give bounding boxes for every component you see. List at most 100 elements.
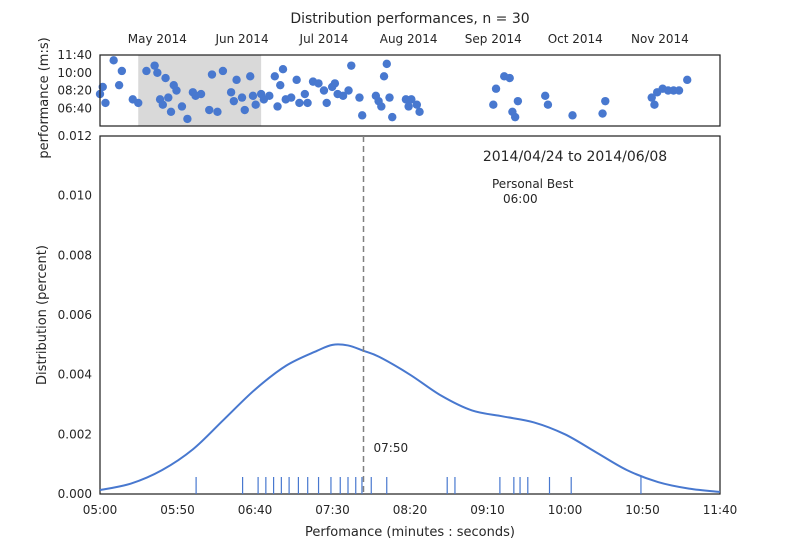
timeline-point xyxy=(205,105,214,115)
timeline-point xyxy=(513,96,523,106)
distribution-x-tick-label: 05:50 xyxy=(160,503,195,517)
timeline-y-tick-label: 06:40 xyxy=(57,101,92,115)
timeline-point xyxy=(314,79,323,88)
personal-best-value: 06:00 xyxy=(503,192,538,206)
distribution-chart: 05:00 05:50 06:40 07:30 08:20 09:10 10:00 10:50… xyxy=(35,129,737,540)
timeline-point xyxy=(265,91,274,101)
timeline-point xyxy=(177,102,187,111)
timeline-point xyxy=(412,100,422,109)
timeline-x-tick-label: May 2014 xyxy=(128,32,187,46)
distribution-y-tick-label: 0.010 xyxy=(58,189,92,203)
timeline-point xyxy=(379,72,389,81)
timeline-point xyxy=(248,91,258,101)
timeline-title: Distribution performances, n = 30 xyxy=(290,11,529,27)
timeline-point xyxy=(510,112,520,122)
distribution-y-tick-label: 0.002 xyxy=(58,427,92,441)
timeline-point xyxy=(355,93,364,102)
distribution-x-tick-label: 05:00 xyxy=(83,503,118,517)
timeline-point xyxy=(240,105,249,115)
timeline-point xyxy=(319,86,329,95)
distribution-y-tick-label: 0.000 xyxy=(58,487,92,501)
timeline-point xyxy=(142,66,151,76)
distribution-x-tick-label: 11:40 xyxy=(703,503,738,517)
timeline-point xyxy=(347,61,356,70)
timeline-point xyxy=(344,86,353,95)
timeline-point xyxy=(218,66,228,76)
rug-marks xyxy=(195,477,642,494)
distribution-x-tick-label: 10:00 xyxy=(548,503,583,517)
timeline-point xyxy=(150,61,159,70)
distribution-x-tick-label: 10:50 xyxy=(625,503,660,517)
timeline-point xyxy=(229,96,239,106)
distribution-y-ticks: 0.000 0.002 0.004 0.006 0.008 0.010 0.012 xyxy=(58,129,92,501)
timeline-y-tick-label: 11:40 xyxy=(57,48,92,62)
timeline-point xyxy=(683,75,692,85)
timeline-x-tick-label: Oct 2014 xyxy=(548,32,603,46)
density-curve xyxy=(99,343,721,493)
timeline-point xyxy=(286,93,296,102)
timeline-point xyxy=(358,111,367,120)
timeline-point xyxy=(226,88,236,97)
timeline-y-tick-label: 10:00 xyxy=(57,66,92,80)
timeline-point xyxy=(172,86,181,95)
distribution-y-tick-label: 0.004 xyxy=(58,368,92,382)
distribution-y-tick-label: 0.006 xyxy=(58,308,92,322)
timeline-x-tick-label: Jul 2014 xyxy=(299,32,349,46)
distribution-y-tick-label: 0.012 xyxy=(58,129,92,143)
timeline-point xyxy=(382,59,391,69)
timeline-point xyxy=(117,66,127,76)
timeline-point xyxy=(388,112,397,122)
timeline-point xyxy=(273,102,282,111)
timeline-y-label: performance (m:s) xyxy=(37,37,52,158)
timeline-point xyxy=(489,100,498,109)
timeline-point xyxy=(385,93,394,102)
timeline-point xyxy=(404,102,413,111)
timeline-point xyxy=(598,109,607,118)
distribution-frame xyxy=(99,135,721,495)
timeline-point xyxy=(377,102,386,111)
timeline-point xyxy=(568,111,577,120)
timeline-point xyxy=(166,107,176,117)
timeline-x-tick-label: Sep 2014 xyxy=(465,32,522,46)
distribution-x-tick-label: 08:20 xyxy=(393,503,428,517)
timeline-point xyxy=(158,100,168,109)
timeline-point xyxy=(415,107,424,117)
timeline-frame xyxy=(99,54,721,127)
timeline-x-tick-label: Jun 2014 xyxy=(214,32,268,46)
timeline-point xyxy=(295,98,304,108)
distribution-y-label: Distribution (percent) xyxy=(35,245,50,385)
timeline-point xyxy=(207,70,217,79)
timeline-x-ticks: May 2014 Jun 2014 Jul 2014 Aug 2014 Sep 2014… xyxy=(128,32,689,46)
timeline-point xyxy=(213,107,222,117)
timeline-x-tick-label: Nov 2014 xyxy=(631,32,689,46)
timeline-point xyxy=(303,98,312,108)
timeline-point xyxy=(543,100,553,109)
timeline-point xyxy=(650,100,659,109)
timeline-points xyxy=(95,56,692,124)
marker-vline-label: 07:50 xyxy=(374,441,409,455)
timeline-point xyxy=(196,89,206,99)
timeline-point xyxy=(161,73,170,83)
timeline-y-tick-label: 08:20 xyxy=(57,84,92,98)
timeline-point xyxy=(278,65,288,74)
timeline-point xyxy=(270,72,280,81)
timeline-point xyxy=(674,86,684,95)
timeline-point xyxy=(505,73,514,83)
timeline-point xyxy=(164,93,173,102)
timeline-point xyxy=(109,56,118,65)
timeline-point xyxy=(292,75,301,85)
distribution-x-ticks: 05:00 05:50 06:40 07:30 08:20 09:10 10:00 10:50… xyxy=(83,503,738,517)
timeline-point xyxy=(601,96,610,106)
timeline-x-tick-label: Aug 2014 xyxy=(380,32,438,46)
timeline-point xyxy=(540,91,550,101)
timeline-point xyxy=(232,75,241,85)
distribution-x-tick-label: 07:30 xyxy=(315,503,350,517)
personal-best-label: Personal Best xyxy=(492,177,574,191)
timeline-point xyxy=(237,93,247,102)
timeline-chart: Distribution performances, n = 30 May 20… xyxy=(37,11,721,159)
distribution-x-label: Perfomance (minutes : seconds) xyxy=(305,525,515,540)
timeline-point xyxy=(330,79,340,88)
timeline-point xyxy=(647,93,656,102)
distribution-x-tick-label: 06:40 xyxy=(238,503,273,517)
